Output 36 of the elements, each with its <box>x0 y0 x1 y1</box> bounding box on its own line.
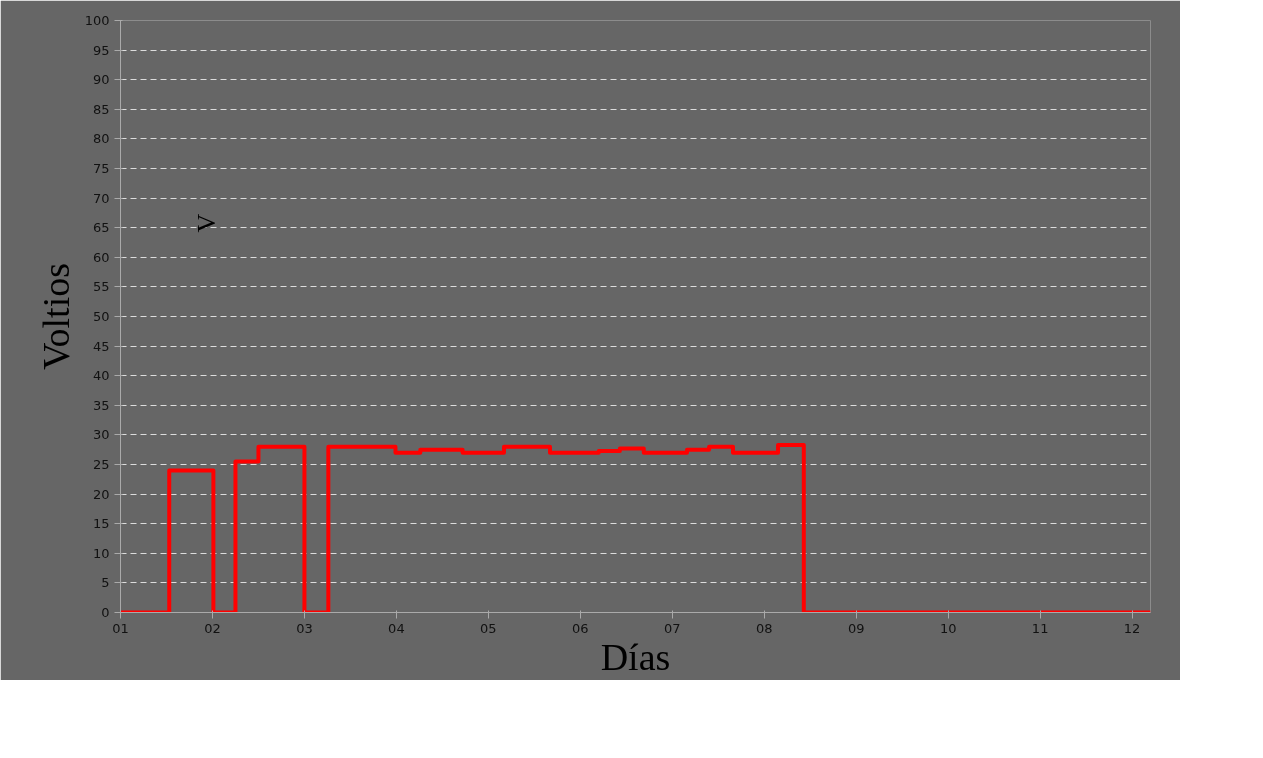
y-tick-label: 75 <box>92 161 110 176</box>
y-tick-label: 20 <box>92 486 110 502</box>
y-tick-label: 95 <box>92 42 110 58</box>
y-tick-label: 80 <box>92 131 110 147</box>
y-tick-label: 15 <box>92 516 110 532</box>
x-tick-label: 11 <box>1031 620 1049 636</box>
x-tick-label: 03 <box>296 620 313 636</box>
x-tick-label: 10 <box>939 620 957 636</box>
y-tick-label: 10 <box>92 545 110 561</box>
y-tick-label: 65 <box>92 220 110 236</box>
x-tick-label: 02 <box>204 620 221 636</box>
y-tick-label: 45 <box>92 338 110 354</box>
x-axis-title: Días <box>600 635 671 678</box>
annotation: V <box>191 213 221 233</box>
x-tick-label: 06 <box>572 620 589 636</box>
y-tick-label: 40 <box>92 368 110 384</box>
y-tick-label: 60 <box>92 249 110 265</box>
x-tick-label: 05 <box>480 620 497 636</box>
y-tick-label: 5 <box>101 575 110 591</box>
y-tick-label: 0 <box>101 605 110 620</box>
y-tick-label: 25 <box>92 457 110 472</box>
y-tick-label: 90 <box>92 72 110 88</box>
x-tick-label: 08 <box>755 620 773 636</box>
x-tick-label: 01 <box>112 620 129 636</box>
x-tick-label: 04 <box>388 620 405 636</box>
y-tick-label: 100 <box>84 13 110 28</box>
x-tick-label: 12 <box>1123 620 1141 636</box>
y-tick-label: 70 <box>92 190 110 206</box>
y-tick-label: 30 <box>92 427 110 443</box>
y-tick-label: 85 <box>92 101 110 117</box>
y-tick-label: 55 <box>92 279 110 295</box>
y-tick-label: 50 <box>92 309 110 324</box>
x-tick-label: 09 <box>847 620 865 636</box>
y-axis-title: Voltios <box>34 262 77 370</box>
y-tick-label: 35 <box>92 397 110 413</box>
x-tick-label: 07 <box>664 620 681 636</box>
